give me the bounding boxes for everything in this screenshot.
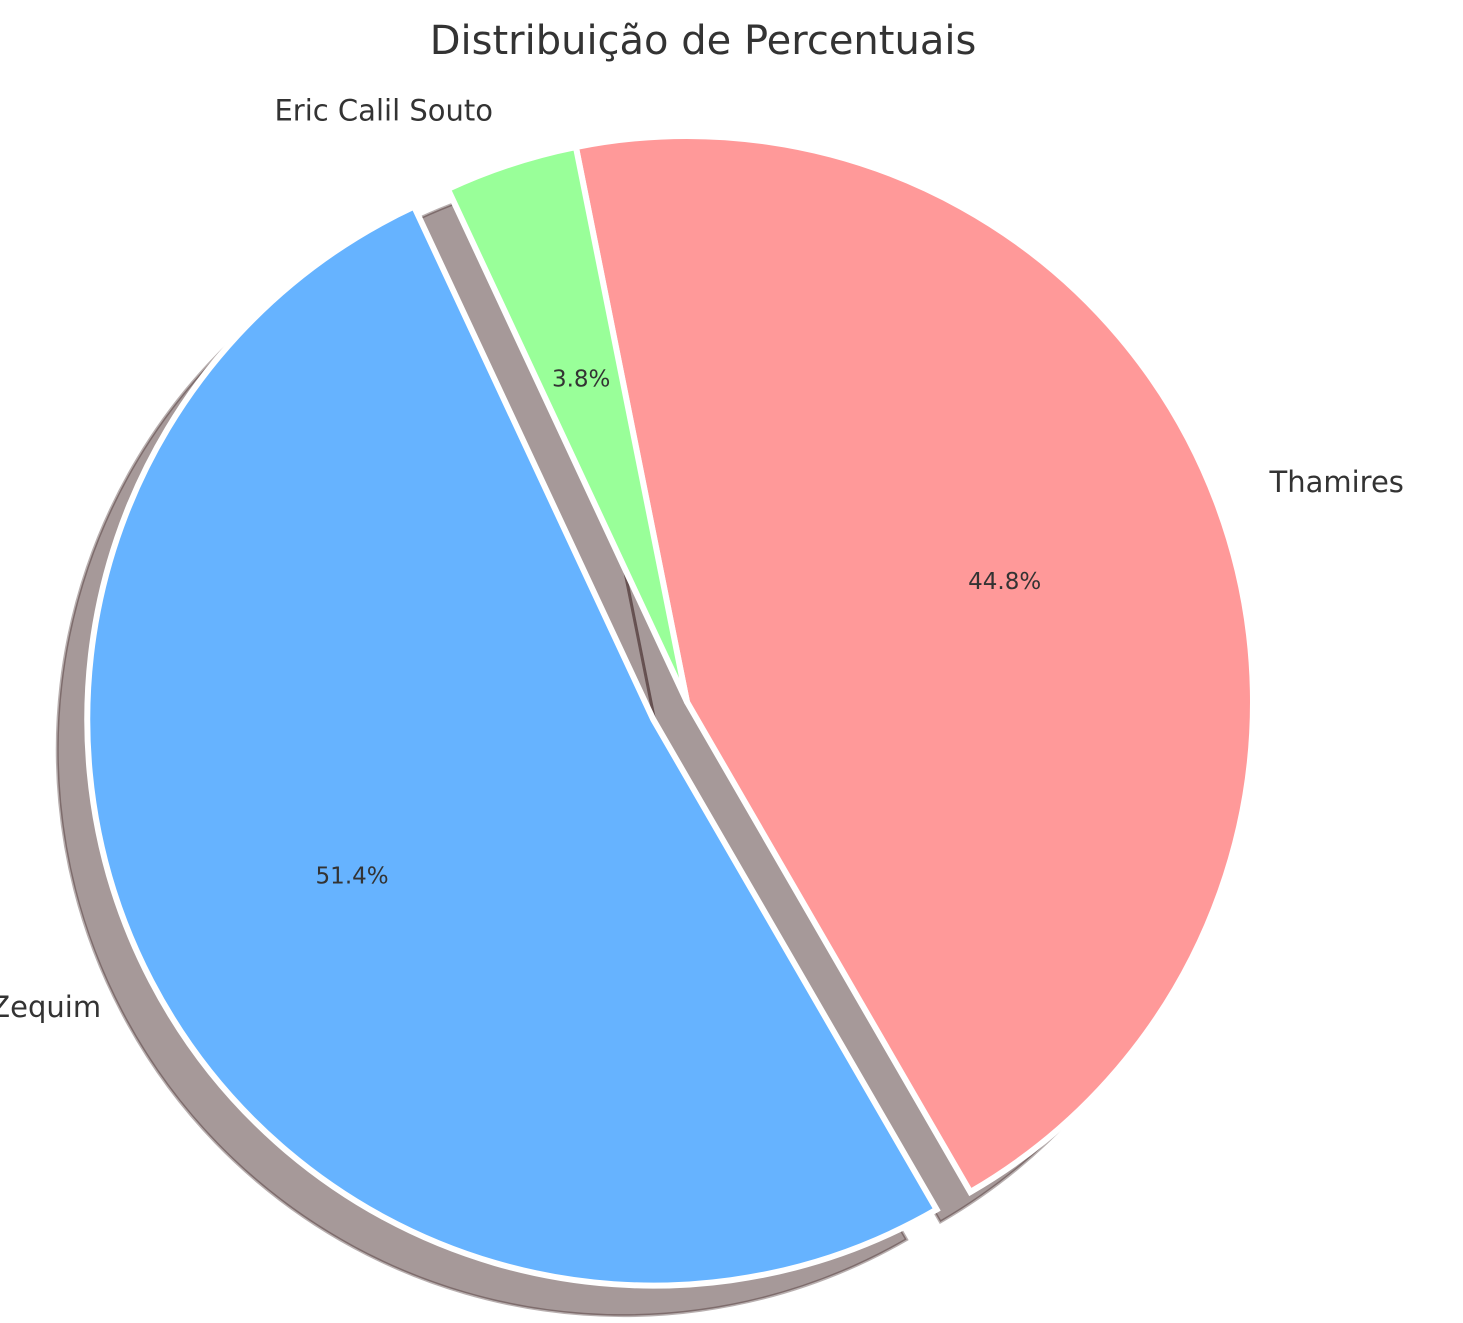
pie-slice-enzo-zequim: [84, 202, 941, 1289]
chart-title: Distribuição de Percentuais: [430, 18, 977, 64]
slice-percent-thamires: 44.8%: [968, 569, 1041, 595]
slice-label-thamires: Thamires: [1269, 465, 1404, 499]
pie-slice-thamires: [572, 133, 1256, 1197]
slice-label-enzo-zequim: Enzo Zequim: [0, 990, 101, 1024]
slice-percent-enzo-zequim: 51.4%: [316, 864, 389, 890]
pie-slice-layer: [84, 133, 1256, 1289]
slice-label-eric-calil-souto: Eric Calil Souto: [274, 93, 493, 127]
pie-label-layer: Enzo Zequim 51.4% Thamires 44.8% Eric Calil …: [0, 93, 1404, 1024]
pie-slice-eric-calil-souto: [443, 143, 690, 704]
slice-percent-eric-calil-souto: 3.8%: [552, 366, 610, 392]
